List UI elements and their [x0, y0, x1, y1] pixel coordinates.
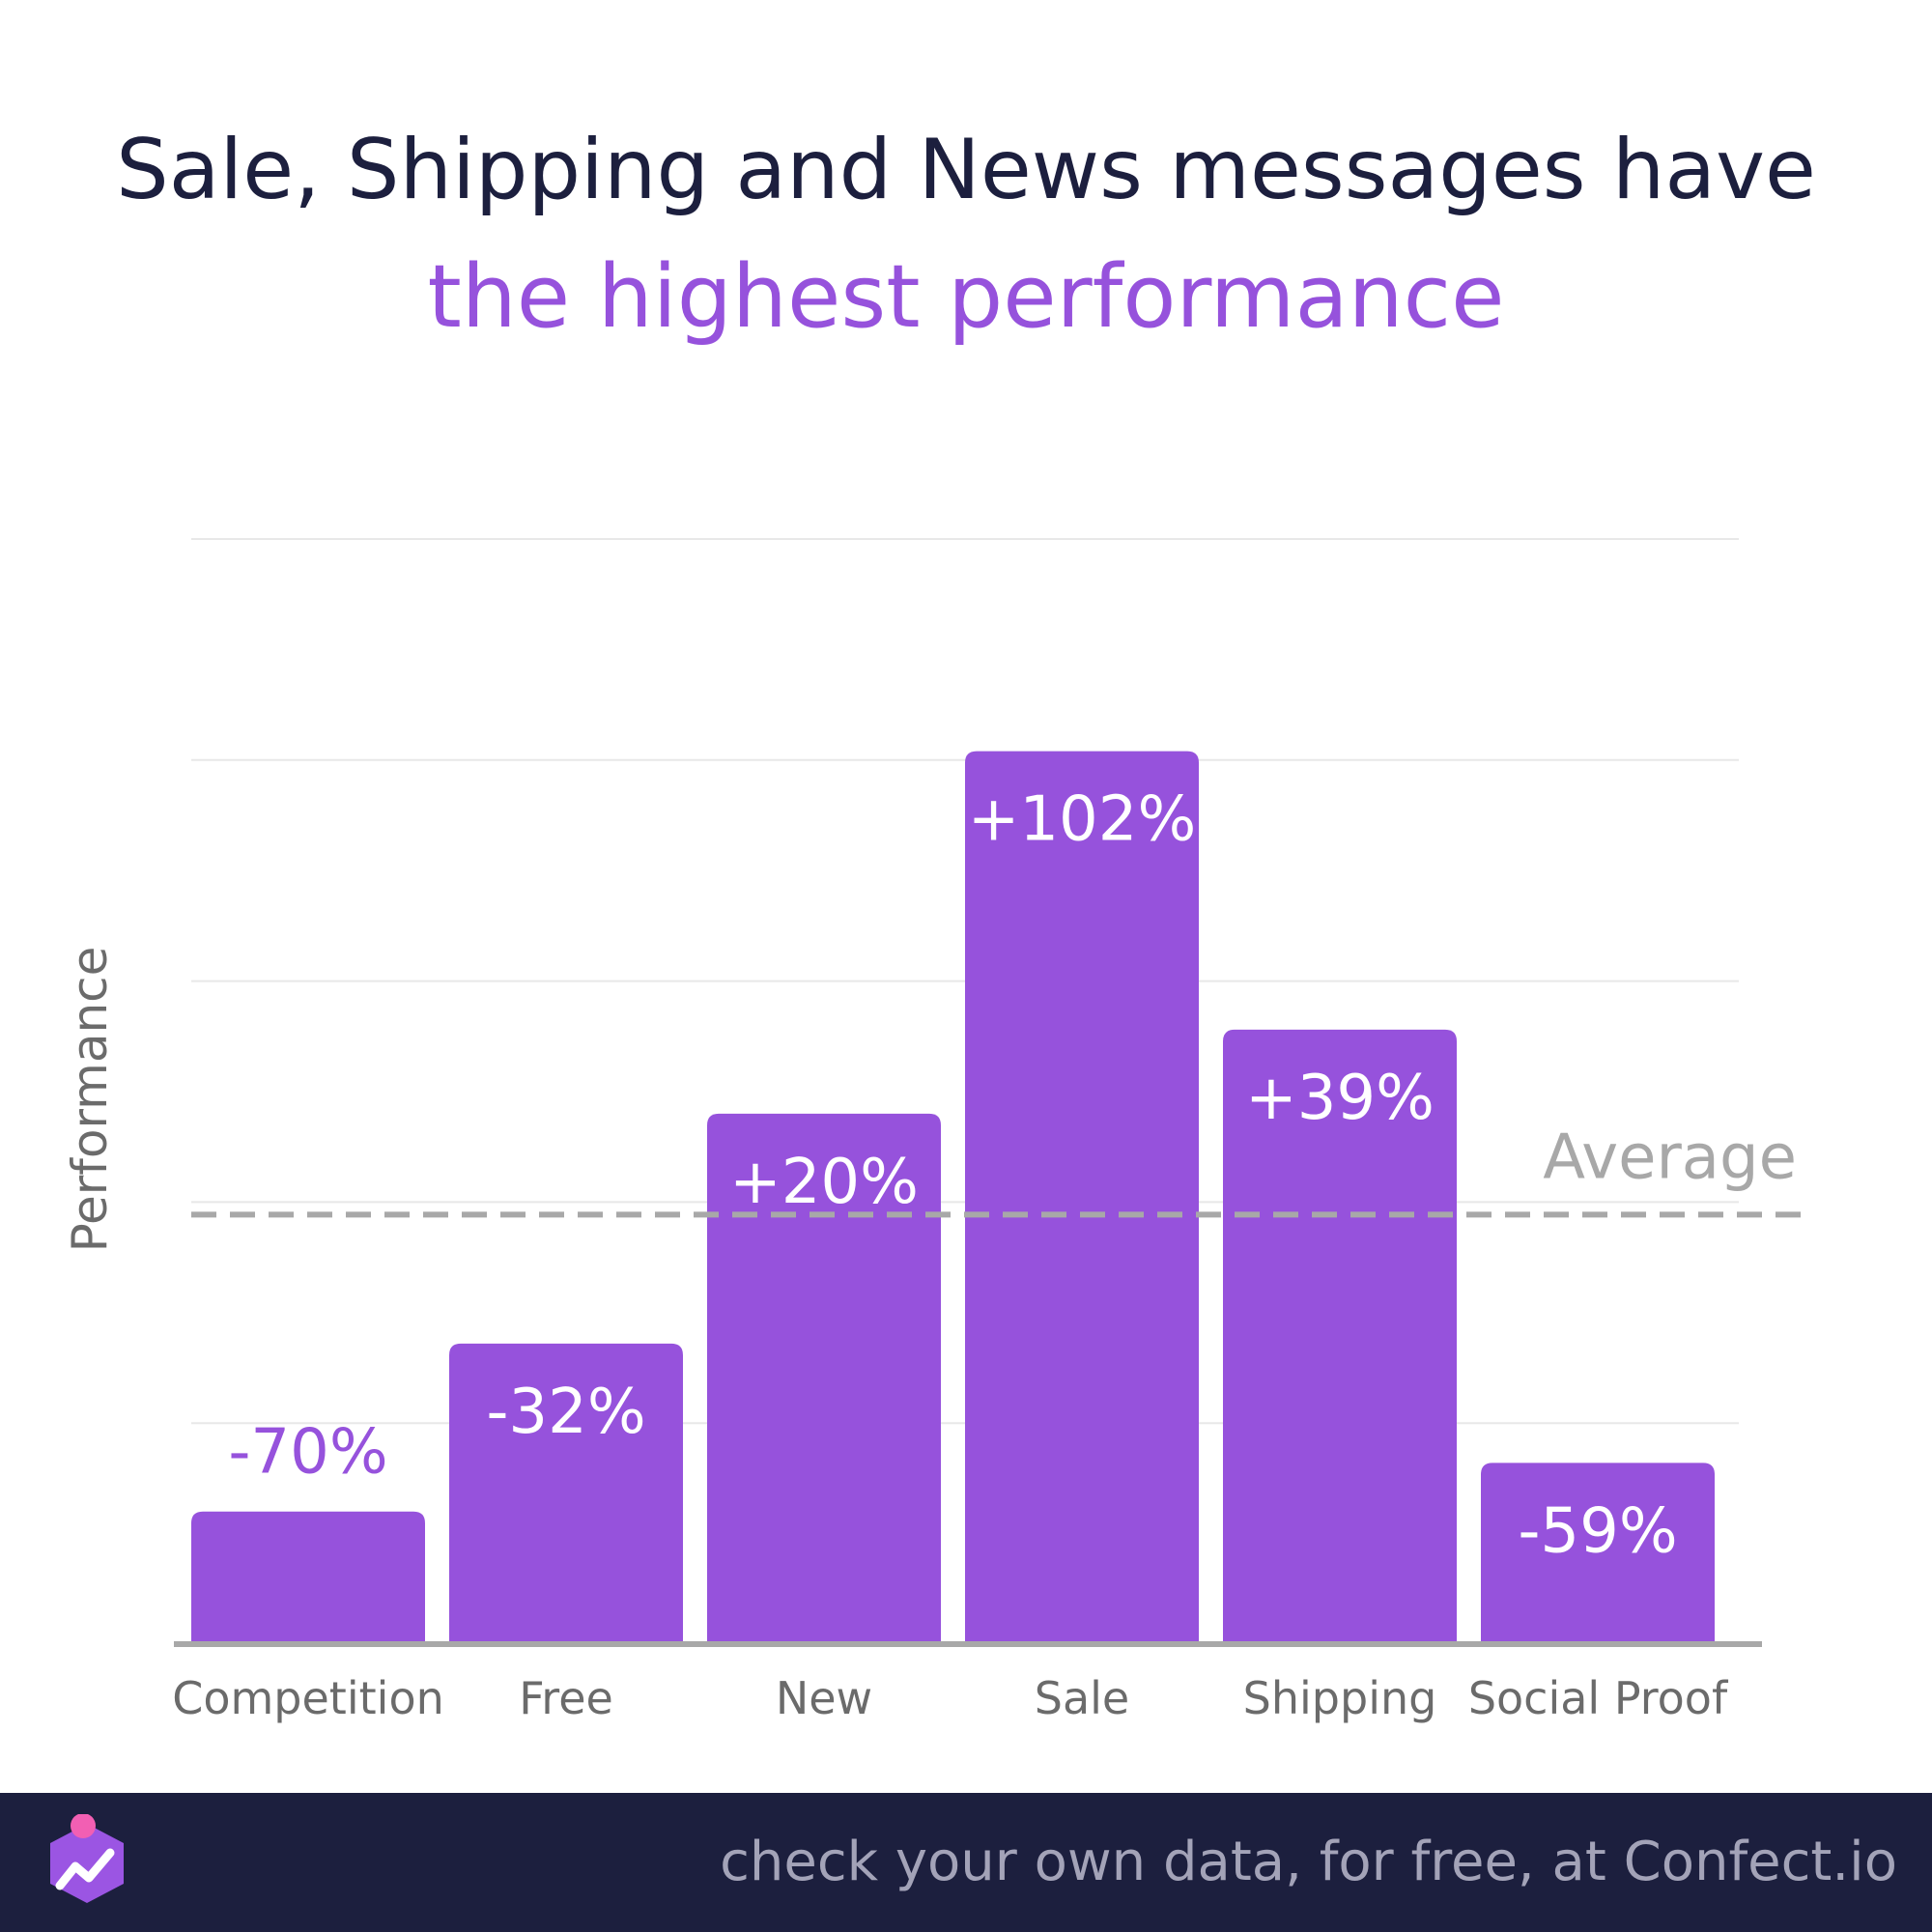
chart-title-line1: Sale, Shipping and News messages have — [116, 122, 1816, 218]
value-labels: -70% -32% +20% +102% +39% -59% — [228, 784, 1677, 1568]
value-label: +20% — [729, 1147, 919, 1218]
value-label: -70% — [228, 1417, 387, 1489]
category-label: Social Proof — [1468, 1672, 1729, 1724]
category-labels: Competition Free New Sale Shipping Social Pro… — [172, 1672, 1729, 1724]
value-label: +102% — [968, 784, 1197, 856]
footer-cta-text: check your own data, for free, at Confec… — [720, 1831, 1897, 1893]
category-label: Free — [519, 1672, 613, 1724]
value-label: +39% — [1245, 1063, 1435, 1134]
category-label: Shipping — [1243, 1672, 1437, 1724]
bar-social-proof — [1481, 1463, 1715, 1644]
value-label: -32% — [486, 1377, 645, 1448]
bar-free — [449, 1343, 683, 1644]
bars — [191, 751, 1715, 1644]
category-label: Competition — [172, 1672, 444, 1724]
bar-competition — [191, 1511, 425, 1644]
value-label: -59% — [1518, 1495, 1677, 1567]
footer-banner: check your own data, for free, at Confec… — [0, 1793, 1932, 1932]
bar-chart: Average -70% -32% +20% +102% +39% -59% Compet… — [62, 538, 1808, 1724]
y-axis-label: Performance — [62, 947, 118, 1253]
bar-sale — [965, 751, 1199, 1644]
category-label: New — [776, 1672, 872, 1724]
average-reference: Average — [191, 1122, 1808, 1218]
category-label: Sale — [1035, 1672, 1129, 1724]
confect-logo-icon — [50, 1814, 124, 1903]
average-label: Average — [1543, 1122, 1797, 1193]
bar-new — [707, 1113, 941, 1644]
bar-shipping — [1223, 1029, 1457, 1644]
chart-title-line2: the highest performance — [427, 246, 1505, 348]
chart-title: Sale, Shipping and News messages have th… — [0, 106, 1932, 361]
